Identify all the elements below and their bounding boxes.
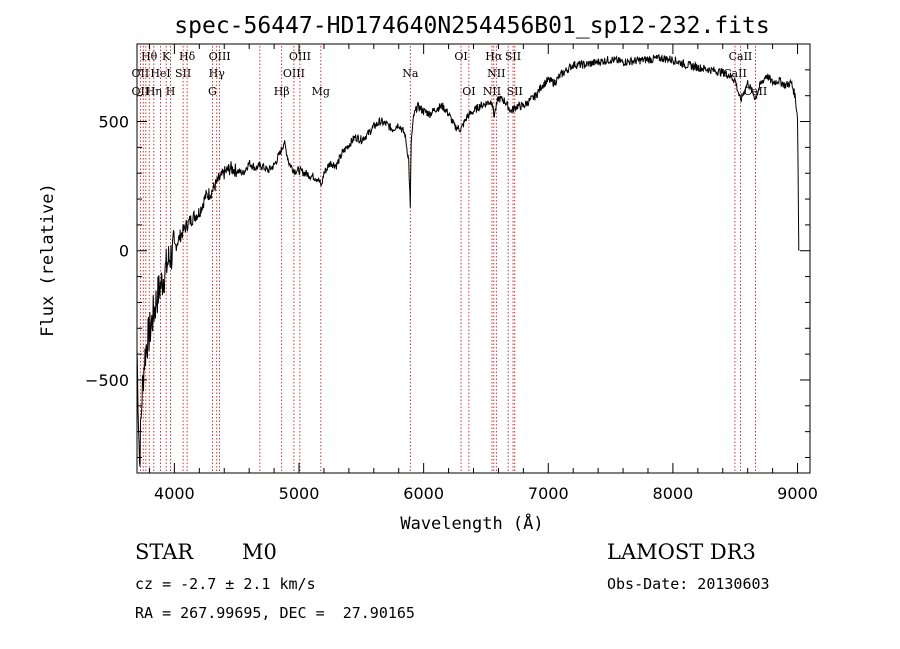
y-tick-label: 500 xyxy=(98,113,129,132)
spectral-line-labels: Hθ OII OII K HeI Hη Hδ SII H OIII Hγ G OIII OIII Hβ Mg N… xyxy=(132,50,768,98)
line-label: SII xyxy=(507,85,523,98)
plot-frame xyxy=(136,43,811,474)
x-axis-label: Wavelength (Å) xyxy=(400,512,543,534)
y-tick-label: 0 xyxy=(119,242,129,261)
line-label: SII xyxy=(175,67,191,80)
line-label: Hα xyxy=(485,50,503,63)
spectrum-series-line xyxy=(136,54,800,467)
line-label: Hθ xyxy=(141,50,158,63)
line-label: OIII xyxy=(289,50,311,63)
x-tick-label: 5000 xyxy=(279,484,320,503)
line-label: NII xyxy=(483,85,501,98)
object-subclass: M0 xyxy=(242,540,277,564)
chart-title: spec-56447-HD174640N254456B01_sp12-232.f… xyxy=(174,13,769,39)
line-label: SII xyxy=(505,50,521,63)
line-label: Hβ xyxy=(274,85,290,98)
object-class: STAR xyxy=(135,540,194,564)
line-label: Hδ xyxy=(179,50,196,63)
line-label: OII xyxy=(132,67,150,80)
line-label: OI xyxy=(462,85,475,98)
line-label: OIII xyxy=(283,67,305,80)
spectral-line-markers xyxy=(139,46,756,473)
line-label: Mg xyxy=(312,85,330,98)
line-label: H xyxy=(166,85,176,98)
x-tick-label: 7000 xyxy=(528,484,569,503)
y-tick-label: −500 xyxy=(85,371,129,390)
line-label: CaII xyxy=(729,50,753,63)
y-axis-ticks: −500 0 500 xyxy=(85,69,810,458)
observation-date: Obs-Date: 20130603 xyxy=(607,575,770,593)
line-label: Hη xyxy=(146,85,162,98)
line-label: G xyxy=(208,85,217,98)
line-label: K xyxy=(162,50,171,63)
x-tick-label: 8000 xyxy=(653,484,694,503)
coordinates-readout: RA = 267.99695, DEC = 27.90165 xyxy=(135,604,415,622)
line-label: CaII xyxy=(744,85,768,98)
line-label: OIII xyxy=(209,50,231,63)
line-label: OI xyxy=(454,50,467,63)
x-tick-label: 9000 xyxy=(777,484,818,503)
line-label: HeI xyxy=(150,67,170,80)
x-tick-label: 4000 xyxy=(154,484,195,503)
x-tick-label: 6000 xyxy=(403,484,444,503)
x-axis-ticks: 4000 5000 6000 7000 8000 9000 xyxy=(148,44,818,503)
line-label: Na xyxy=(402,67,419,80)
redshift-readout: cz = -2.7 ± 2.1 km/s xyxy=(135,575,316,593)
line-label: Hγ xyxy=(209,67,226,80)
survey-name: LAMOST DR3 xyxy=(607,540,756,564)
y-axis-label: Flux (relative) xyxy=(38,183,58,337)
line-label: OII xyxy=(132,85,150,98)
line-label: NII xyxy=(487,67,505,80)
